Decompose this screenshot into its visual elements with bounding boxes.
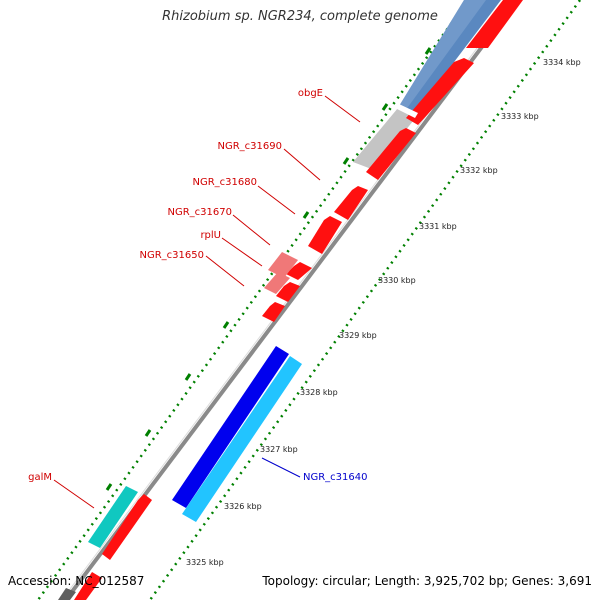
gene-label-NGR_c31690[interactable]: NGR_c31690 [217,141,283,152]
gene-label-obgE[interactable]: obgE [297,88,323,99]
tick-label-3333: 3333 kbp [501,112,539,121]
feature-steel-band [396,0,501,111]
gene-label-rplU[interactable]: rplU [200,230,221,241]
tick-label-3331: 3331 kbp [419,222,457,231]
feature-blue-gene [172,346,289,508]
tick-track-outer [148,0,582,600]
gene-label-galM[interactable]: galM [28,472,52,483]
major-ticks [105,47,432,491]
tick-label-3327: 3327 kbp [260,445,298,454]
gene-label-NGR_c31670[interactable]: NGR_c31670 [167,207,233,218]
tick-label-3330: 3330 kbp [378,276,416,285]
features-light-red [264,252,298,294]
feature-obgE-gray [353,108,417,170]
map-title-text: Rhizobium sp. NGR234, complete genome [162,9,438,24]
tick-label-3329: 3329 kbp [339,331,377,340]
gene-label-NGR_c31650[interactable]: NGR_c31650 [139,250,205,261]
tick-label-3326: 3326 kbp [224,502,262,511]
tick-label-3334: 3334 kbp [543,58,581,67]
feature-cyan-gene [182,356,302,522]
feature-dark-gray [58,588,76,600]
callout-line-blue [261,457,301,478]
gene-label-NGR_c31680[interactable]: NGR_c31680 [192,177,258,188]
spacer-gaps [397,104,418,118]
feature-galM-teal [88,486,138,548]
topology-text: Topology: circular; Length: 3,925,702 bp… [262,574,592,588]
accession-text: Accession: NC_012587 [8,574,145,588]
gene-label-NGR_c31640[interactable]: NGR_c31640 [303,472,368,483]
map-title: Rhizobium sp. NGR234, complete genome [0,9,600,24]
tick-label-3332: 3332 kbp [460,166,498,175]
tick-label-3325: 3325 kbp [186,558,224,567]
callout-lines-red [53,95,361,509]
tick-label-3328: 3328 kbp [300,388,338,397]
forward-genes-red [74,0,523,600]
